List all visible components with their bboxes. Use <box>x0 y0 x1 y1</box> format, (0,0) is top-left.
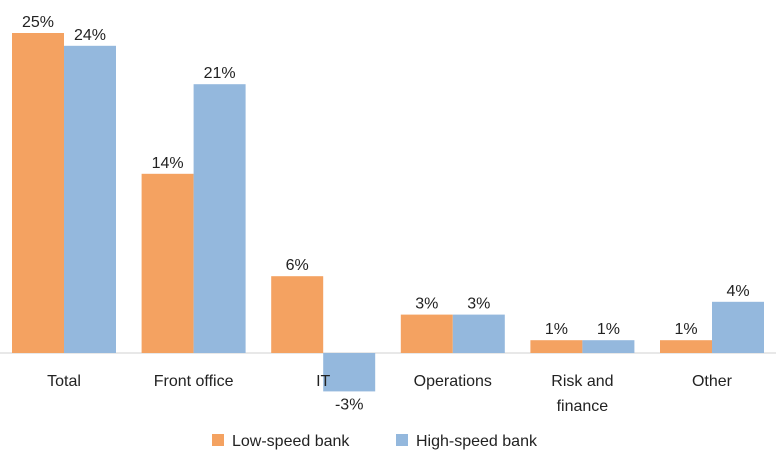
data-label-other-series-0: 1% <box>674 321 697 338</box>
data-label-risk-and-finance-series-0: 1% <box>545 321 568 338</box>
bar-operations-series-0 <box>400 314 453 353</box>
category-label-it-line-0: IT <box>316 373 330 390</box>
bar-front-office-series-1 <box>193 84 246 353</box>
bar-total-series-1 <box>64 45 116 354</box>
legend-swatch-high-speed <box>396 434 408 446</box>
data-label-operations-series-1: 3% <box>467 296 490 313</box>
data-label-risk-and-finance-series-1: 1% <box>597 321 620 338</box>
bar-it-series-0 <box>271 276 324 353</box>
bars-layer <box>12 33 764 392</box>
category-label-other-line-0: Other <box>692 373 733 390</box>
data-label-it-series-1: -3% <box>335 396 363 413</box>
legend: Low-speed bank High-speed bank <box>212 433 538 450</box>
data-label-total-series-1: 24% <box>74 27 106 44</box>
category-label-total-line-0: Total <box>47 373 81 390</box>
legend-label-low-speed: Low-speed bank <box>232 433 350 450</box>
data-label-total-series-0: 25% <box>22 14 54 31</box>
bar-operations-series-1 <box>452 314 505 353</box>
bar-it-series-1 <box>323 353 376 392</box>
data-label-front-office-series-0: 14% <box>152 155 184 172</box>
labels-layer: 25% 24% Total 14% 21% Front office 6% -3% IT 3% 3%… <box>22 14 750 415</box>
bar-total-series-0 <box>12 33 64 353</box>
bar-risk-and-finance-series-0 <box>530 340 583 353</box>
legend-label-high-speed: High-speed bank <box>416 433 538 450</box>
category-label-risk-and-finance-line-0: Risk and <box>551 373 613 390</box>
category-label-operations-line-0: Operations <box>414 373 492 390</box>
category-label-front-office-line-0: Front office <box>154 373 234 390</box>
data-label-other-series-1: 4% <box>726 283 749 300</box>
data-label-operations-series-0: 3% <box>415 296 438 313</box>
legend-swatch-low-speed <box>212 434 224 446</box>
data-label-it-series-0: 6% <box>286 257 309 274</box>
bar-other-series-1 <box>712 301 764 353</box>
bar-risk-and-finance-series-1 <box>582 340 635 353</box>
bar-other-series-0 <box>660 340 712 353</box>
data-label-front-office-series-1: 21% <box>204 65 236 82</box>
category-label-risk-and-finance-line-1: finance <box>557 398 609 415</box>
bar-front-office-series-0 <box>141 173 194 353</box>
